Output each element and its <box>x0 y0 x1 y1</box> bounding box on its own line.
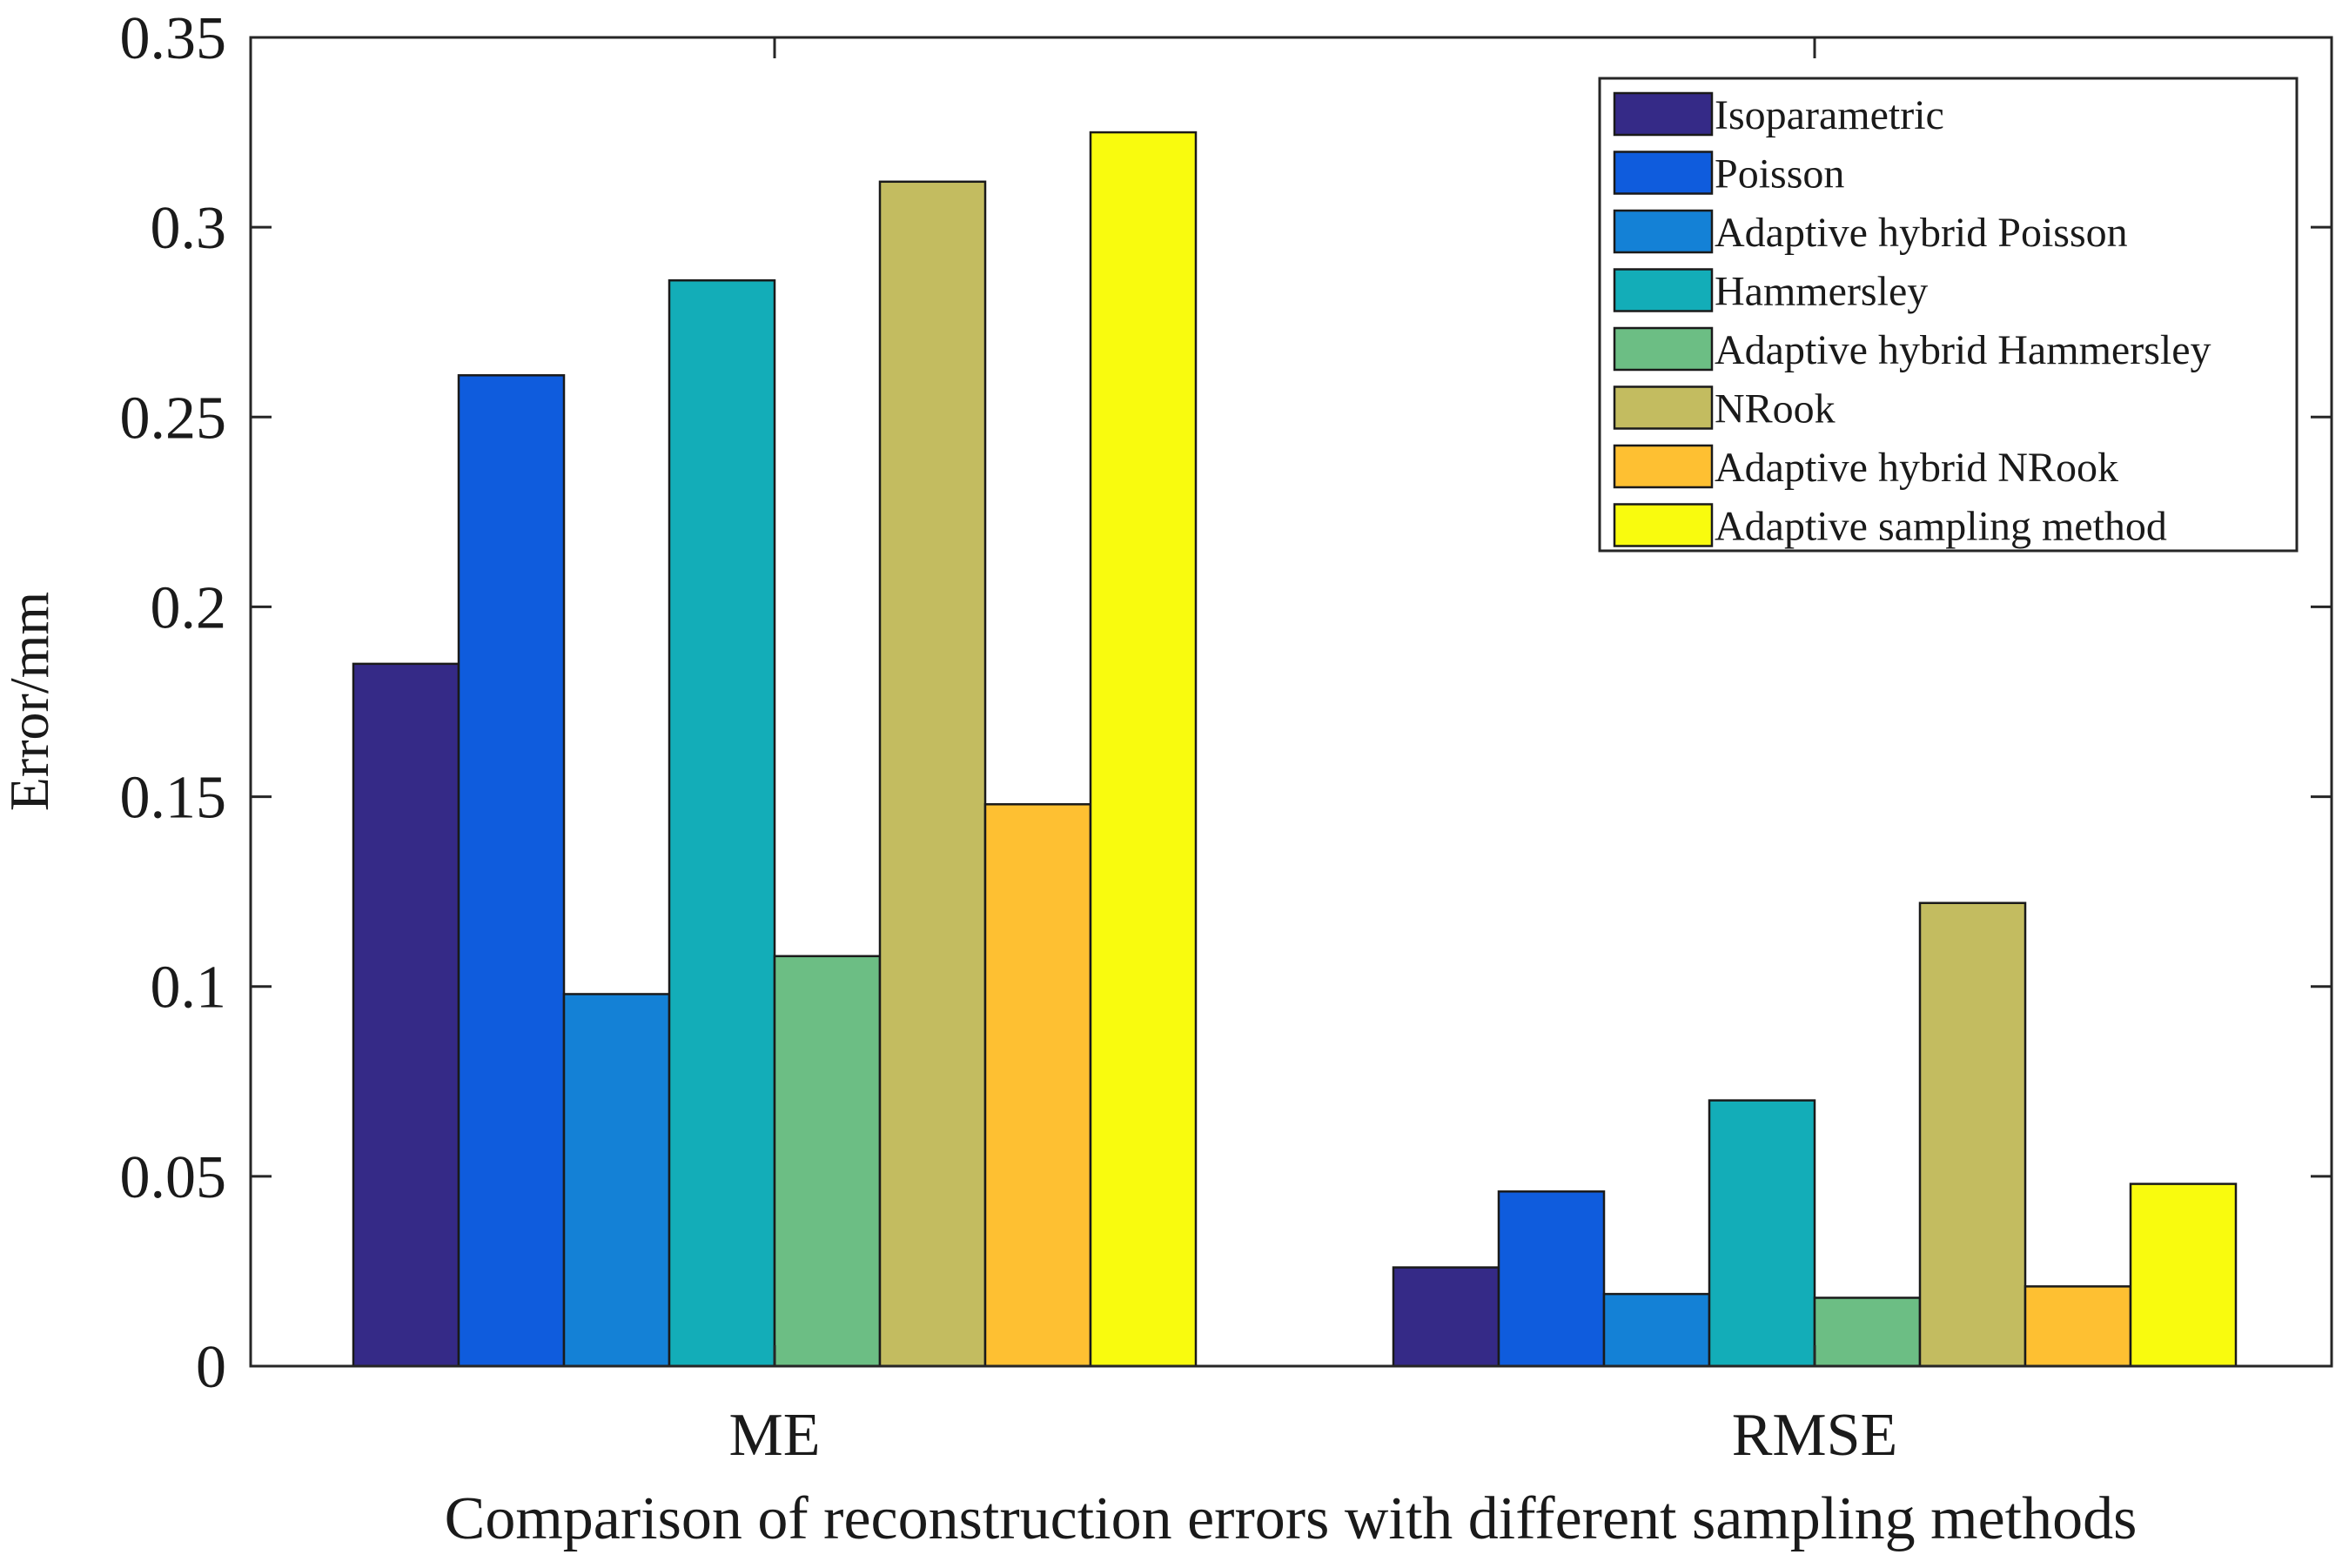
bar-rmse-adaptive-hybrid-poisson <box>1602 1292 1711 1368</box>
legend-swatch <box>1613 326 1714 372</box>
axes-frame <box>249 36 2333 1368</box>
bar-rmse-nrook <box>1918 901 2027 1368</box>
bar-rmse-poisson <box>1497 1190 1606 1368</box>
x-tick-label: ME <box>729 1402 821 1469</box>
legend-label: Adaptive hybrid Poisson <box>1715 210 2128 256</box>
ticks-layer: 0 0.05 0.1 0.15 0.2 0.25 0.3 0.35 ME RMSE <box>120 5 2332 1469</box>
bar-rmse-hammersley <box>1708 1099 1816 1368</box>
legend-label: Poisson <box>1715 151 1844 198</box>
y-tick-label: 0 <box>196 1334 226 1401</box>
y-tick-label: 0.1 <box>151 955 227 1022</box>
bar-me-adaptive-hybrid-poisson <box>562 993 671 1368</box>
y-tick-label: 0.25 <box>120 385 227 452</box>
y-tick-label: 0.35 <box>120 5 227 72</box>
bar-me-adaptive-hybrid-nrook <box>983 803 1092 1368</box>
legend-label: Adaptive hybrid Hammersley <box>1715 327 2211 373</box>
bar-me-adaptive-hybrid-hammersley <box>773 955 882 1368</box>
bar-me-adaptive-sampling-method <box>1089 131 1198 1368</box>
legend-swatch <box>1613 268 1714 312</box>
legend-swatch <box>1613 91 1714 137</box>
legend-label: Adaptive sampling method <box>1715 504 2167 550</box>
legend-label: NRook <box>1715 386 1836 432</box>
bars-layer <box>352 131 2238 1368</box>
y-tick-label: 0.05 <box>120 1144 227 1211</box>
legend-box <box>1598 77 2299 553</box>
y-axis-label: Error/mm <box>0 592 60 811</box>
bar-me-isoparametric <box>352 662 460 1368</box>
bar-me-poisson <box>457 374 566 1368</box>
legend-swatch <box>1613 209 1714 254</box>
legend-items: Isoparametric Poisson Adaptive hybrid Pois… <box>1613 91 2211 550</box>
bar-rmse-adaptive-sampling-method <box>2129 1183 2238 1368</box>
bar-rmse-isoparametric <box>1392 1266 1500 1368</box>
legend-label: Adaptive hybrid NRook <box>1715 445 2118 491</box>
bar-rmse-adaptive-hybrid-hammersley <box>1813 1297 1922 1368</box>
legend-swatch <box>1613 385 1714 430</box>
x-axis-label: Comparison of reconstruction errors with… <box>445 1485 2138 1552</box>
legend-swatch <box>1613 151 1714 195</box>
legend-swatch <box>1613 444 1714 489</box>
x-tick-label: RMSE <box>1732 1402 1898 1469</box>
legend-label: Hammersley <box>1715 269 1928 315</box>
legend-swatch <box>1613 503 1714 547</box>
legend: Isoparametric Poisson Adaptive hybrid Pois… <box>1598 77 2299 553</box>
bar-rmse-adaptive-hybrid-nrook <box>2023 1285 2132 1368</box>
bar-me-nrook <box>878 180 987 1368</box>
y-tick-label: 0.15 <box>120 765 227 832</box>
legend-label: Isoparametric <box>1715 92 1944 138</box>
y-tick-label: 0.2 <box>151 574 227 641</box>
y-tick-label: 0.3 <box>151 195 227 262</box>
bar-me-hammersley <box>668 278 776 1368</box>
